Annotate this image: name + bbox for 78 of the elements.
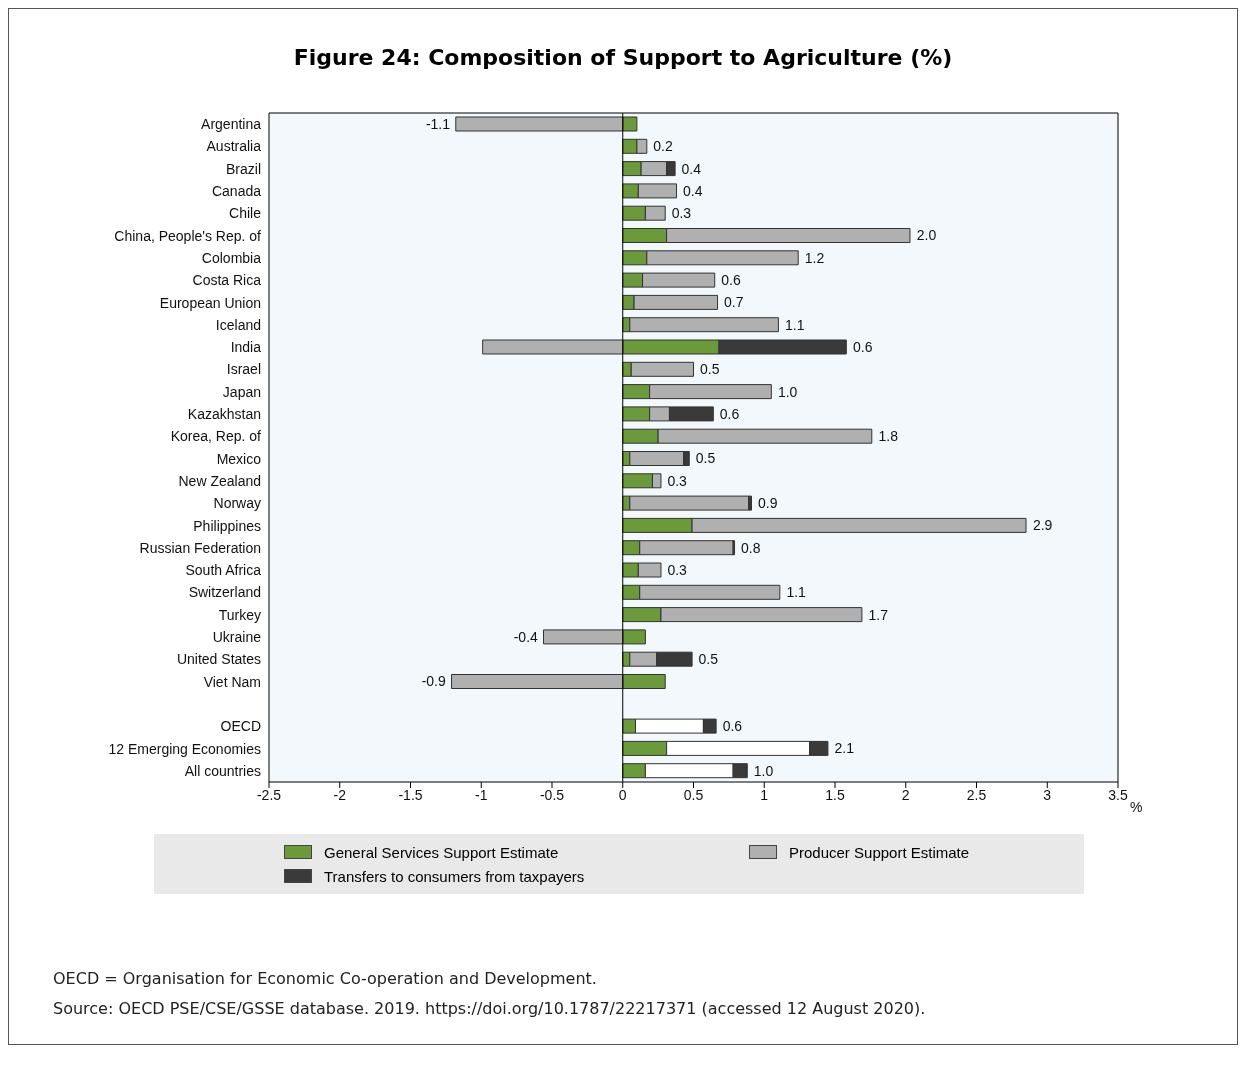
annotation: 2.0 xyxy=(916,227,937,244)
annotation: 1.7 xyxy=(868,606,889,623)
y-tick-label: OECD xyxy=(220,718,261,735)
y-tick-label: Ukraine xyxy=(212,629,262,646)
annotation: 0.3 xyxy=(671,205,692,222)
x-tick-label: -2.5 xyxy=(256,786,282,803)
annotation: 0.6 xyxy=(853,338,873,355)
chart-title: Figure 24: Composition of Support to Agriculture (%) xyxy=(292,44,954,72)
y-tick-label: United States xyxy=(176,651,261,668)
annotation: 0.6 xyxy=(719,405,740,422)
annotation: -0.4 xyxy=(513,628,539,645)
x-tick-label: -2 xyxy=(333,786,347,803)
x-tick-label: 0.5 xyxy=(683,786,704,803)
x-tick-label: 1 xyxy=(760,786,769,803)
x-tick-label: -1.5 xyxy=(398,786,423,803)
y-tick-label: South Africa xyxy=(185,562,262,579)
y-tick-label: Colombia xyxy=(201,249,262,266)
y-tick-label: Iceland xyxy=(215,316,261,333)
y-tick-label: China, People's Rep. of xyxy=(114,227,262,244)
annotation: 0.5 xyxy=(698,651,719,668)
x-tick-label: 2.5 xyxy=(966,786,987,803)
annotation: 1.0 xyxy=(753,762,774,779)
x-tick-label: 2 xyxy=(901,786,910,803)
y-tick-label: Israel xyxy=(226,361,261,378)
x-tick-label: -0.5 xyxy=(539,786,565,803)
annotation: 1.1 xyxy=(786,584,807,601)
y-tick-label: Switzerland xyxy=(188,584,261,601)
annotation: 0.5 xyxy=(695,450,716,467)
annotation: -0.9 xyxy=(421,673,446,690)
x-tick-label: 1.5 xyxy=(825,786,845,803)
annotation: 2.9 xyxy=(1032,517,1053,534)
annotation: 0.4 xyxy=(683,182,703,199)
y-tick-label: European Union xyxy=(159,294,261,311)
annotation: -1.1 xyxy=(425,115,451,132)
y-tick-label: Turkey xyxy=(218,606,261,623)
y-tick-label: Russian Federation xyxy=(139,539,261,556)
x-tick-label: 3.5 xyxy=(1108,786,1128,803)
x-axis-title: % xyxy=(1130,798,1143,815)
x-tick-label: -1 xyxy=(475,786,488,803)
y-tick-label: Chile xyxy=(229,205,262,222)
text: OECD = Organisation for Economic Co-operation and Development. xyxy=(53,968,598,990)
y-tick-label: Argentina xyxy=(201,116,262,133)
annotation: 0.5 xyxy=(700,361,720,378)
legend-label: Transfers to consumers from taxpayers xyxy=(324,867,585,885)
annotation: 1.2 xyxy=(804,249,825,266)
y-tick-label: India xyxy=(230,339,262,356)
y-tick-label: Viet Nam xyxy=(203,673,261,690)
y-tick-label: Costa Rica xyxy=(192,272,262,289)
source-note: Source: OECD PSE/CSE/GSSE database. 2019. https://doi.org/10.1787/22217371 (accessed 12 August 2020). xyxy=(53,998,927,1020)
y-tick-label: All countries xyxy=(184,762,261,779)
x-tick-label: 0 xyxy=(618,786,627,803)
annotation: 0.9 xyxy=(758,495,778,511)
annotation: 0.7 xyxy=(724,294,744,311)
annotation: 0.3 xyxy=(667,472,688,489)
y-tick-label: Norway xyxy=(213,495,261,512)
legend-label: General Services Support Estimate xyxy=(324,843,559,861)
y-tick-label: Canada xyxy=(211,183,262,200)
annotation: 1.0 xyxy=(777,383,798,400)
x-tick-label: 3 xyxy=(1043,786,1052,803)
y-tick-label: Korea, Rep. of xyxy=(170,428,262,445)
y-tick-label: 12 Emerging Economies xyxy=(108,740,261,757)
annotation: 1.1 xyxy=(785,316,805,333)
annotation: 0.2 xyxy=(653,138,673,155)
annotation: 0.4 xyxy=(681,160,702,177)
y-tick-label: Brazil xyxy=(225,160,261,177)
y-tick-label: Australia xyxy=(206,138,262,155)
annotation: 0.8 xyxy=(741,539,761,556)
annotation: 0.3 xyxy=(667,561,688,578)
legend-label: Producer Support Estimate xyxy=(789,843,970,861)
y-tick-label: Mexico xyxy=(216,450,262,467)
annotation: 0.6 xyxy=(722,718,743,734)
y-tick-label: New Zealand xyxy=(178,472,261,489)
annotation: 2.1 xyxy=(834,740,855,757)
y-tick-label: Kazakhstan xyxy=(187,406,261,423)
y-tick-label: Philippines xyxy=(193,517,261,534)
annotation: 0.6 xyxy=(721,272,741,288)
annotation: 1.8 xyxy=(878,428,899,445)
y-tick-label: Japan xyxy=(222,383,261,400)
